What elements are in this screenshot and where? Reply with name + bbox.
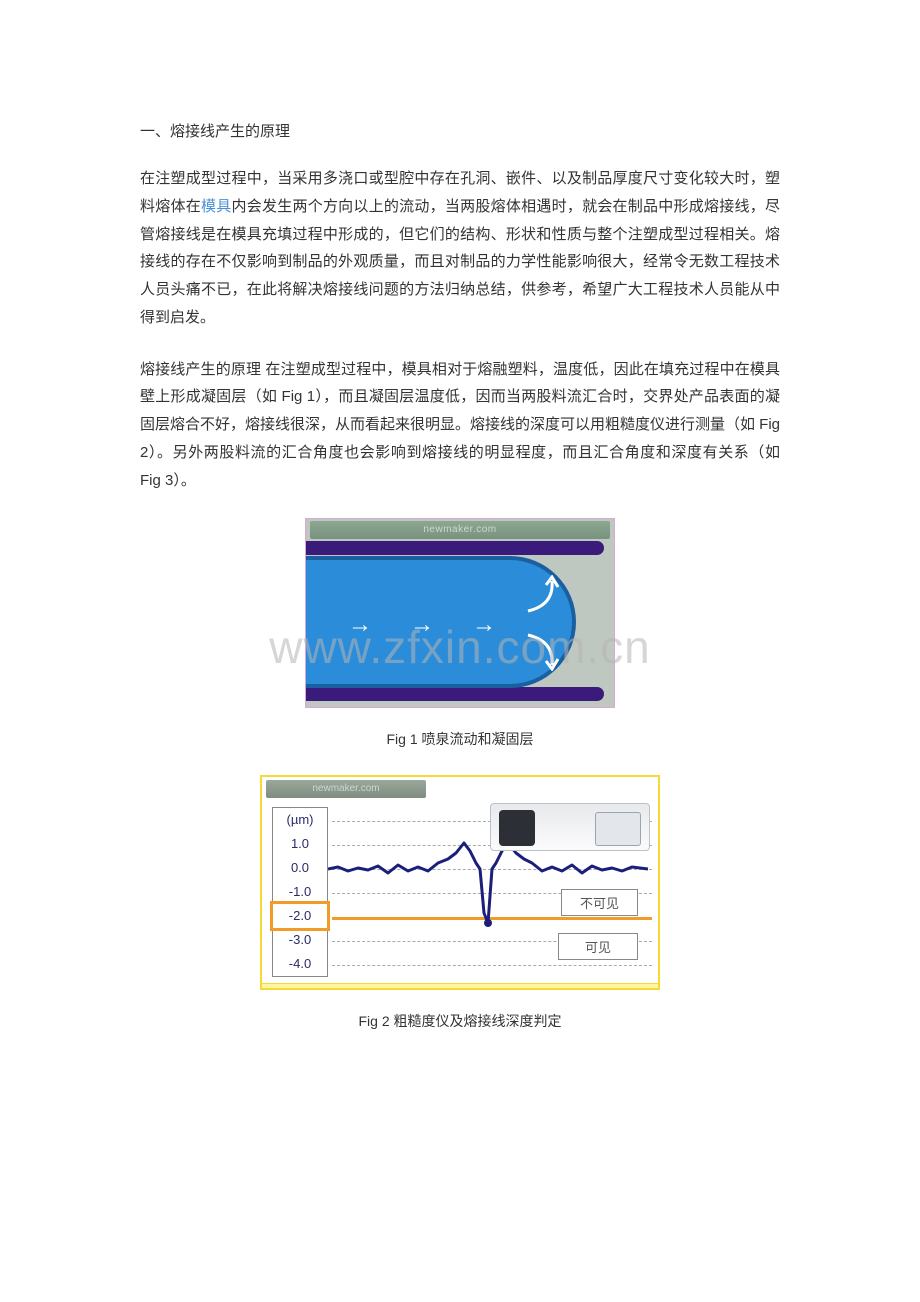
arrow-right-icon: → bbox=[348, 611, 372, 639]
figure-2-diagram: newmaker.com (µm) 1.0 0.0 -1.0 -2.0 -3.0… bbox=[260, 775, 660, 990]
y-tick: -1.0 bbox=[273, 880, 327, 904]
label-not-visible: 不可见 bbox=[561, 889, 638, 916]
figure-2-caption: Fig 2 粗糙度仪及熔接线深度判定 bbox=[140, 1011, 780, 1031]
y-axis-box: (µm) 1.0 0.0 -1.0 -2.0 -3.0 -4.0 bbox=[272, 807, 328, 977]
figure-1-header: newmaker.com bbox=[310, 521, 610, 539]
y-tick: 0.0 bbox=[273, 856, 327, 880]
label-visible: 可见 bbox=[558, 933, 638, 960]
figure-1-header-text: newmaker.com bbox=[310, 521, 610, 538]
figure-2: newmaker.com (µm) 1.0 0.0 -1.0 -2.0 -3.0… bbox=[140, 775, 780, 995]
figure-1-caption: Fig 1 喷泉流动和凝固层 bbox=[140, 729, 780, 749]
y-unit: (µm) bbox=[273, 808, 327, 832]
arrow-right-icon: → bbox=[472, 611, 496, 639]
mold-wall-top bbox=[306, 541, 604, 555]
section-title: 一、熔接线产生的原理 bbox=[140, 120, 780, 141]
bottom-bar bbox=[262, 983, 658, 988]
mold-wall-bottom bbox=[306, 687, 604, 701]
paragraph-1: 在注塑成型过程中，当采用多浇口或型腔中存在孔洞、嵌件、以及制品厚度尺寸变化较大时… bbox=[140, 165, 780, 332]
arrow-curve-up-icon bbox=[524, 575, 562, 615]
paragraph-2: 熔接线产生的原理 在注塑成型过程中，模具相对于熔融塑料，温度低，因此在填充过程中… bbox=[140, 356, 780, 495]
curve-peak-marker bbox=[484, 919, 492, 927]
figure-2-header: newmaker.com bbox=[266, 780, 426, 798]
link-mold[interactable]: 模具 bbox=[201, 198, 232, 215]
figure-1: newmaker.com → → → bbox=[140, 518, 780, 713]
figure-1-diagram: newmaker.com → → → bbox=[305, 518, 615, 708]
figure-2-header-text: newmaker.com bbox=[266, 780, 426, 797]
y-tick-highlight: -2.0 bbox=[273, 904, 327, 928]
para1-post: 内会发生两个方向以上的流动，当两股熔体相遇时，就会在制品中形成熔接线，尽管熔接线… bbox=[140, 198, 780, 326]
y-tick: 1.0 bbox=[273, 832, 327, 856]
y-tick: -3.0 bbox=[273, 928, 327, 952]
y-tick: -4.0 bbox=[273, 952, 327, 976]
arrow-curve-down-icon bbox=[524, 631, 562, 671]
arrow-right-icon: → bbox=[410, 611, 434, 639]
roughness-meter-icon bbox=[490, 803, 650, 851]
